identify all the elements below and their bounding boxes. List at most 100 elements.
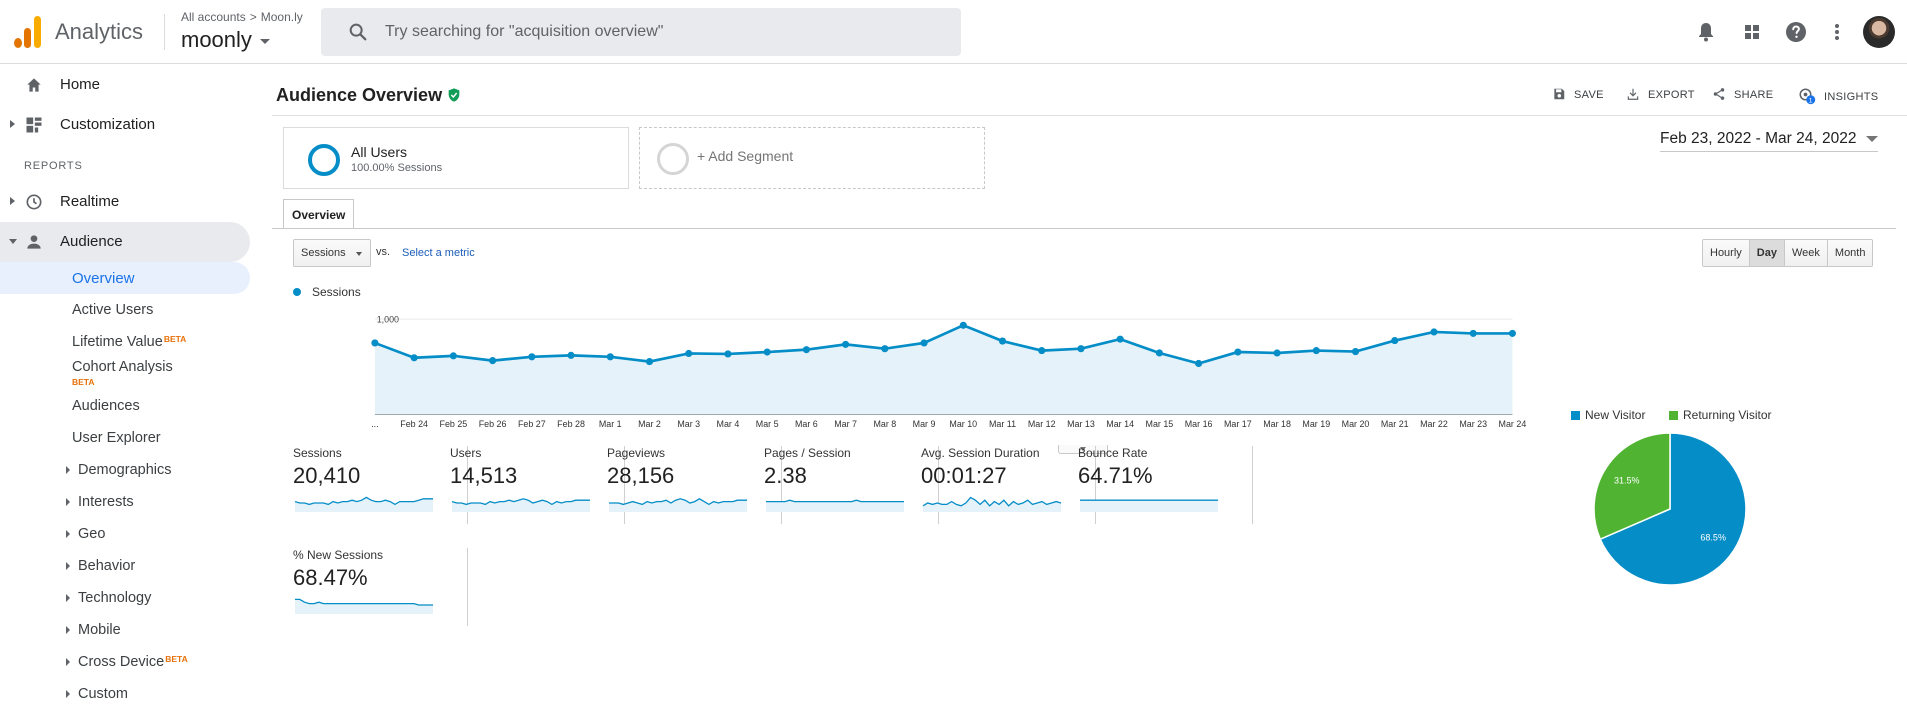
insights-button[interactable]: 1 INSIGHTS	[1798, 87, 1878, 105]
share-button[interactable]: SHARE	[1712, 87, 1773, 101]
sidebar-item-lifetime-value[interactable]: Lifetime ValueBETA	[0, 326, 250, 358]
sessions-point[interactable]	[1234, 348, 1242, 356]
account-name: moonly	[181, 27, 252, 52]
visitor-pie-chart: 68.5% 31.5%	[1593, 432, 1747, 586]
share-label: SHARE	[1734, 89, 1774, 101]
granularity-hourly[interactable]: Hourly	[1703, 240, 1749, 266]
pie-slice[interactable]	[1599, 432, 1747, 586]
pie-slice[interactable]	[1593, 432, 1671, 541]
search-bar[interactable]	[321, 8, 961, 56]
sidebar-item-audiences[interactable]: Audiences	[0, 390, 250, 422]
kpi-value: 00:01:27	[921, 463, 1007, 488]
sessions-point[interactable]	[842, 340, 850, 348]
sessions-point[interactable]	[1469, 329, 1477, 337]
sidebar-sub-label: Behavior	[78, 558, 136, 574]
help-icon[interactable]	[1784, 20, 1808, 44]
granularity-month[interactable]: Month	[1826, 240, 1873, 266]
sidebar-item-realtime[interactable]: Realtime	[0, 182, 250, 222]
breadcrumb-all-accounts[interactable]: All accounts	[181, 10, 246, 24]
sessions-point[interactable]	[881, 345, 889, 353]
sidebar-item-custom[interactable]: Custom	[0, 678, 250, 710]
pie-legend-new-label: New Visitor	[1585, 408, 1646, 422]
sidebar-item-geo[interactable]: Geo	[0, 518, 250, 550]
search-input[interactable]	[385, 18, 945, 46]
sessions-point[interactable]	[1038, 347, 1046, 355]
sessions-point[interactable]	[606, 353, 614, 361]
sessions-point[interactable]	[1508, 329, 1516, 337]
sessions-point[interactable]	[410, 354, 418, 362]
granularity-day[interactable]: Day	[1748, 240, 1784, 266]
save-button[interactable]: SAVE	[1552, 87, 1604, 101]
sessions-point[interactable]	[449, 352, 457, 360]
sidebar-label-customization: Customization	[60, 116, 156, 133]
account-breadcrumb[interactable]: All accounts > Moon.ly	[181, 10, 303, 24]
sessions-point[interactable]	[645, 358, 654, 366]
sessions-point[interactable]	[371, 339, 379, 347]
account-picker[interactable]: moonly	[181, 27, 270, 53]
kpi-card[interactable]: Pageviews 28,156	[607, 446, 782, 526]
sessions-point[interactable]	[489, 357, 497, 365]
sessions-point[interactable]	[724, 350, 732, 358]
x-tick-label: Mar 15	[1146, 419, 1174, 428]
sessions-point[interactable]	[1351, 347, 1360, 356]
sessions-point[interactable]	[763, 348, 771, 356]
kpi-card[interactable]: Sessions 20,410	[293, 446, 468, 526]
metric-select[interactable]: Sessions	[293, 239, 371, 267]
sessions-point[interactable]	[1195, 359, 1203, 368]
sessions-point[interactable]	[1312, 347, 1320, 355]
sidebar-item-behavior[interactable]: Behavior	[0, 550, 250, 582]
tab-overview[interactable]: Overview	[283, 199, 355, 229]
sessions-point[interactable]	[685, 349, 693, 358]
sessions-point[interactable]	[802, 346, 810, 354]
sidebar-item-mobile[interactable]: Mobile	[0, 614, 250, 646]
kpi-card[interactable]: Users 14,513	[450, 446, 625, 526]
kpi-sparkline	[294, 496, 433, 512]
breadcrumb-property[interactable]: Moon.ly	[260, 10, 303, 24]
kpi-card[interactable]: Pages / Session 2.38	[764, 446, 939, 526]
sidebar-item-interests[interactable]: Interests	[0, 486, 250, 518]
sessions-point[interactable]	[1391, 336, 1399, 345]
home-icon	[27, 78, 41, 92]
sessions-point[interactable]	[1116, 335, 1124, 343]
add-segment-button[interactable]: + Add Segment	[639, 127, 985, 189]
analytics-logo-icon[interactable]	[14, 16, 42, 48]
segment-all-users[interactable]: All Users 100.00% Sessions	[283, 127, 629, 189]
kpi-card[interactable]: Avg. Session Duration 00:01:27	[921, 446, 1096, 526]
kpi-sparkline	[609, 498, 747, 512]
sessions-point[interactable]	[528, 353, 536, 361]
sessions-point[interactable]	[959, 321, 967, 329]
sidebar-item-cohort-analysis[interactable]: Cohort Analysis BETA	[0, 355, 250, 387]
sessions-point[interactable]	[998, 337, 1007, 345]
sidebar-item-technology[interactable]: Technology	[0, 582, 250, 614]
sidebar-item-overview[interactable]: Overview	[0, 262, 250, 294]
bell-icon[interactable]	[1694, 20, 1718, 44]
sidebar-item-cross-device[interactable]: Cross DeviceBETA	[0, 646, 250, 678]
select-metric-link[interactable]: Select a metric	[402, 247, 475, 259]
sidebar-label-home: Home	[60, 76, 101, 93]
sessions-point[interactable]	[1077, 345, 1085, 353]
sessions-point[interactable]	[567, 351, 575, 359]
chart-resize-handle[interactable]	[1058, 445, 1108, 454]
avatar[interactable]	[1863, 16, 1895, 48]
sessions-point[interactable]	[1155, 349, 1163, 357]
date-range-picker[interactable]: Feb 23, 2022 - Mar 24, 2022	[1660, 130, 1879, 152]
kpi-card[interactable]: % New Sessions 68.47%	[293, 548, 468, 628]
sidebar-sub-label: Demographics	[78, 462, 172, 478]
sidebar-item-demographics[interactable]: Demographics	[0, 454, 250, 486]
sidebar-item-home[interactable]: Home	[0, 65, 250, 105]
x-tick-label: Mar 24	[1499, 419, 1527, 428]
sidebar-item-active-users[interactable]: Active Users	[0, 294, 250, 326]
more-vert-icon[interactable]	[1825, 20, 1849, 44]
kpi-card[interactable]: Bounce Rate 64.71%	[1078, 446, 1253, 526]
sessions-point[interactable]	[1430, 328, 1438, 336]
sidebar-item-customization[interactable]: Customization	[0, 105, 250, 145]
granularity-week[interactable]: Week	[1783, 240, 1827, 266]
sessions-point[interactable]	[1273, 349, 1281, 357]
apps-grid-icon[interactable]	[1740, 20, 1764, 44]
sessions-point[interactable]	[920, 339, 928, 347]
sidebar-item-user-explorer[interactable]: User Explorer	[0, 422, 250, 454]
sidebar-item-audience[interactable]: Audience	[0, 222, 250, 262]
expand-arrow-icon	[66, 498, 70, 506]
export-button[interactable]: EXPORT	[1626, 87, 1695, 101]
kpi-sparkline	[295, 598, 433, 614]
